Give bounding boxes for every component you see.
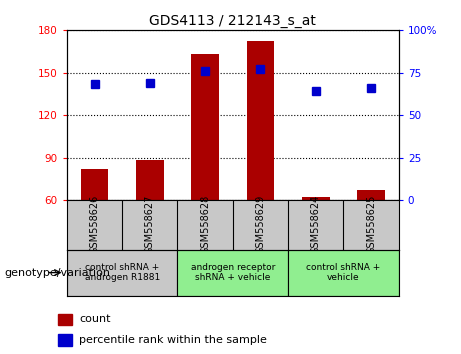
Bar [81, 169, 108, 200]
Bar [288, 250, 399, 296]
Bar [191, 54, 219, 200]
Text: control shRNA +
vehicle: control shRNA + vehicle [306, 263, 381, 282]
Bar [357, 190, 385, 200]
Text: GSM558626: GSM558626 [89, 195, 100, 255]
Title: GDS4113 / 212143_s_at: GDS4113 / 212143_s_at [149, 14, 316, 28]
Text: genotype/variation: genotype/variation [5, 268, 111, 278]
Text: GSM558629: GSM558629 [255, 195, 266, 255]
Text: count: count [79, 314, 111, 324]
Text: androgen receptor
shRNA + vehicle: androgen receptor shRNA + vehicle [190, 263, 275, 282]
Text: control shRNA +
androgen R1881: control shRNA + androgen R1881 [84, 263, 160, 282]
Bar [247, 41, 274, 200]
Bar [177, 250, 288, 296]
Bar [136, 160, 164, 200]
Text: GSM558628: GSM558628 [200, 195, 210, 255]
Bar [67, 250, 177, 296]
Bar [302, 197, 330, 200]
Bar [58, 314, 72, 325]
Text: GSM558625: GSM558625 [366, 195, 376, 255]
Bar [58, 334, 72, 346]
Text: percentile rank within the sample: percentile rank within the sample [79, 335, 267, 345]
Text: GSM558624: GSM558624 [311, 195, 321, 255]
Text: GSM558627: GSM558627 [145, 195, 155, 255]
